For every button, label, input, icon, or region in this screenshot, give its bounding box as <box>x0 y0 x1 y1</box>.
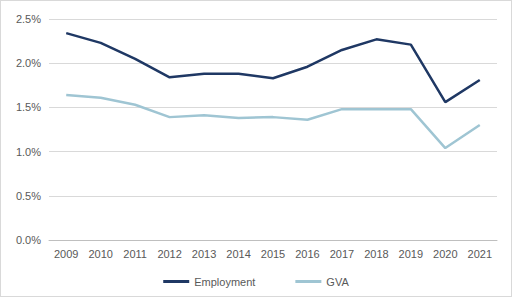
svg-text:GVA: GVA <box>326 276 349 288</box>
svg-text:0.0%: 0.0% <box>16 234 41 246</box>
svg-text:2021: 2021 <box>468 248 492 260</box>
svg-text:0.5%: 0.5% <box>16 190 41 202</box>
svg-text:2016: 2016 <box>295 248 319 260</box>
svg-text:2012: 2012 <box>157 248 181 260</box>
svg-text:2.5%: 2.5% <box>16 13 41 25</box>
svg-text:Employment: Employment <box>194 276 255 288</box>
svg-text:2009: 2009 <box>54 248 78 260</box>
svg-text:2013: 2013 <box>192 248 216 260</box>
svg-text:2017: 2017 <box>330 248 354 260</box>
svg-text:2.0%: 2.0% <box>16 57 41 69</box>
svg-text:2020: 2020 <box>433 248 457 260</box>
svg-text:1.0%: 1.0% <box>16 146 41 158</box>
svg-text:2010: 2010 <box>88 248 112 260</box>
svg-text:2011: 2011 <box>123 248 147 260</box>
svg-text:2014: 2014 <box>226 248 250 260</box>
svg-text:2015: 2015 <box>261 248 285 260</box>
svg-text:2019: 2019 <box>399 248 423 260</box>
svg-text:2018: 2018 <box>364 248 388 260</box>
svg-text:1.5%: 1.5% <box>16 101 41 113</box>
